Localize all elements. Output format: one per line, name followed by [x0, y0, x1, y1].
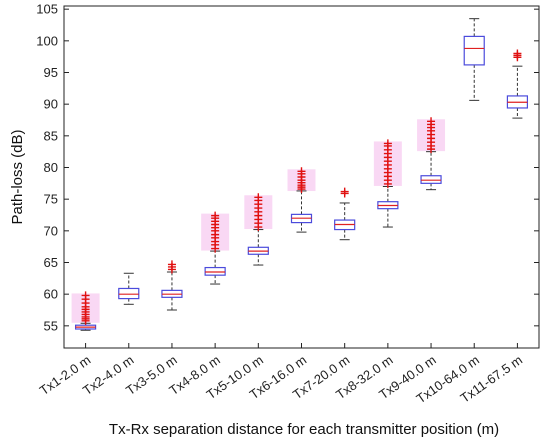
outlier-marker [340, 187, 349, 196]
outlier-marker [167, 260, 176, 269]
box-2 [118, 272, 140, 305]
y-tick-label: 75 [44, 192, 58, 207]
y-tick-label: 55 [44, 318, 58, 333]
outlier-marker [513, 49, 522, 58]
outlier-marker [211, 211, 220, 220]
box-4 [201, 211, 230, 285]
y-axis-title: Path-loss (dB) [9, 129, 26, 224]
y-tick-label: 65 [44, 255, 58, 270]
box-9 [417, 117, 446, 191]
x-axis-title: Tx-Rx separation distance for each trans… [109, 421, 499, 438]
box-1 [71, 291, 100, 331]
box-3 [161, 260, 183, 311]
y-axis: 55 60 65 70 75 80 85 90 95 100 105 [36, 2, 539, 333]
iqr-box [463, 35, 485, 66]
iqr-box [420, 175, 442, 184]
outlier-marker [427, 117, 436, 126]
box-5 [244, 193, 273, 266]
box-10 [463, 18, 485, 101]
box-11 [506, 49, 529, 119]
outlier-marker [81, 291, 90, 300]
box-8 [373, 139, 402, 228]
outlier-marker [383, 139, 392, 148]
y-tick-label: 100 [36, 33, 58, 48]
y-tick-label: 95 [44, 65, 58, 80]
iqr-box [118, 287, 140, 300]
y-tick-label: 80 [44, 160, 58, 175]
y-tick-label: 60 [44, 287, 58, 302]
outlier-marker [297, 167, 306, 176]
box-7 [334, 187, 356, 241]
outlier-marker [254, 193, 263, 202]
y-tick-label: 90 [44, 97, 58, 112]
y-tick-label: 70 [44, 223, 58, 238]
iqr-box [204, 266, 226, 276]
y-tick-label: 105 [36, 2, 58, 17]
y-tick-label: 85 [44, 128, 58, 143]
box-6 [287, 167, 316, 233]
boxes-layer [71, 18, 529, 331]
